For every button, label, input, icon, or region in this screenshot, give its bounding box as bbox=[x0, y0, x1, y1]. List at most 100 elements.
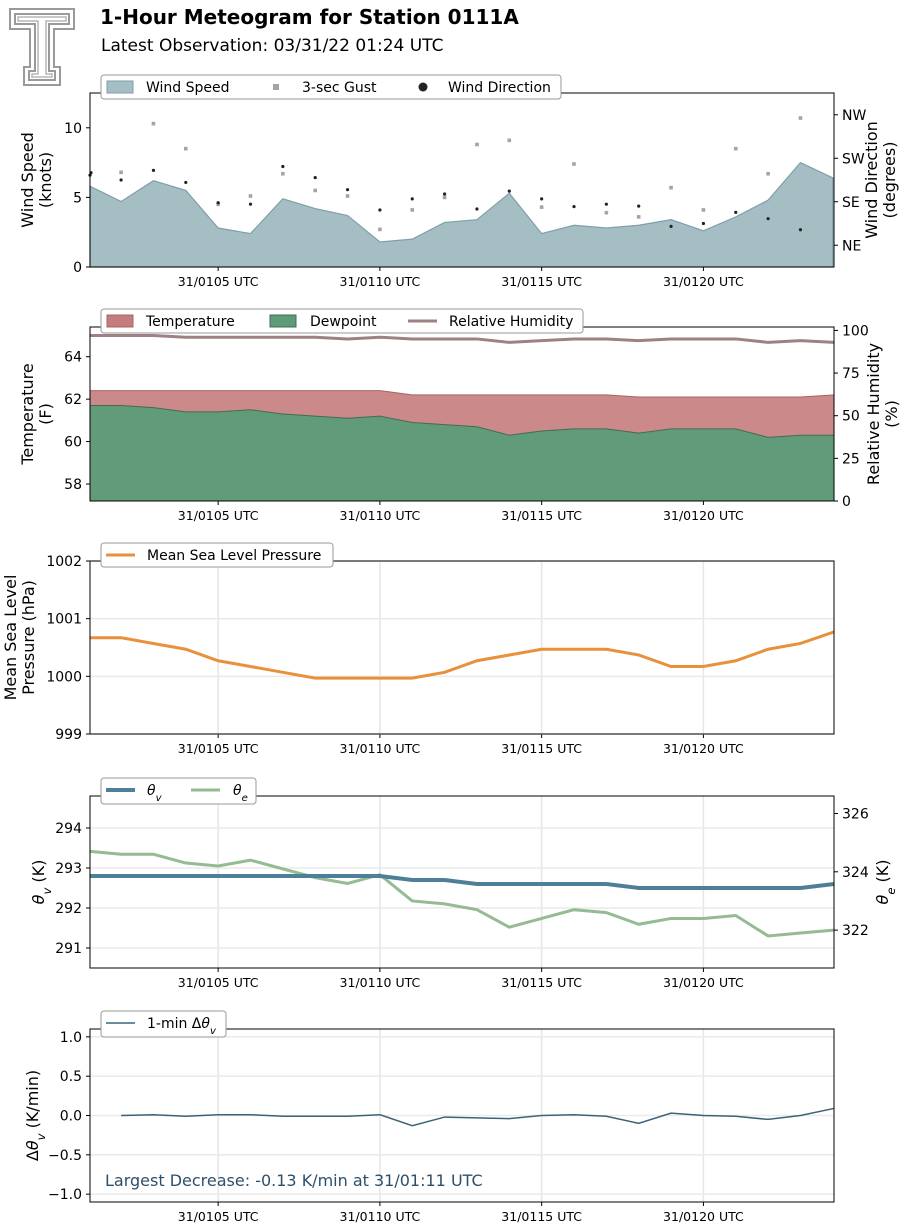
relative-humidity-line bbox=[90, 334, 835, 344]
temperature-axis-label: Temperature(F) bbox=[18, 363, 55, 465]
legend-mslp-label: Mean Sea Level Pressure bbox=[147, 548, 321, 564]
page-title: 1-Hour Meteogram for Station 0111A bbox=[100, 5, 519, 29]
y2-tick-label: 324 bbox=[842, 865, 869, 881]
plot-area bbox=[90, 561, 834, 734]
y-tick-label: −1.0 bbox=[48, 1187, 82, 1203]
direction-marker bbox=[507, 189, 511, 193]
theta-v-line bbox=[90, 874, 835, 890]
gust-marker bbox=[798, 116, 803, 120]
theta-e-line bbox=[89, 849, 835, 938]
x-tick-label: 31/0105 UTC bbox=[178, 1209, 259, 1224]
x-tick-label: 31/0110 UTC bbox=[340, 975, 421, 990]
x-tick-label: 31/0115 UTC bbox=[501, 1209, 582, 1224]
legend-wind-speed-swatch bbox=[106, 80, 134, 94]
direction-marker bbox=[345, 188, 350, 192]
y-tick-label: 58 bbox=[64, 477, 82, 493]
texas-tech-logo bbox=[9, 8, 75, 86]
x-tick-label: 31/0105 UTC bbox=[178, 741, 259, 756]
x-tick-label: 31/0105 UTC bbox=[178, 274, 259, 289]
x-tick-label: 31/0110 UTC bbox=[340, 741, 421, 756]
direction-marker bbox=[184, 180, 188, 185]
page-subtitle: Latest Observation: 03/31/22 01:24 UTC bbox=[101, 36, 444, 56]
y2-tick-label: SE bbox=[842, 195, 860, 211]
y2-tick-label: SW bbox=[842, 151, 865, 167]
gust-marker bbox=[216, 202, 220, 207]
y-tick-label: 294 bbox=[55, 821, 82, 837]
gust-marker bbox=[151, 121, 156, 126]
y2-tick-label: NE bbox=[842, 238, 861, 254]
y-tick-label: 60 bbox=[64, 435, 82, 451]
dewpoint-area bbox=[89, 405, 835, 502]
header: 1-Hour Meteogram for Station 0111A Lates… bbox=[0, 0, 913, 90]
y-tick-label: 0.5 bbox=[60, 1069, 82, 1085]
panel-3: 31/0105 UTC 31/0110 UTC 31/0115 UTC 31/0120… bbox=[1, 542, 835, 756]
gust-marker bbox=[119, 170, 123, 175]
x-tick-label: 31/0120 UTC bbox=[663, 274, 744, 289]
relative-humidity-axis-label: Relative Humidity(%) bbox=[864, 343, 901, 485]
direction-marker bbox=[766, 217, 770, 221]
legend-rh-label: Relative Humidity bbox=[449, 314, 573, 330]
legend-box bbox=[100, 542, 334, 568]
y-tick-label: 999 bbox=[55, 727, 82, 743]
y2-tick-label: 50 bbox=[842, 409, 860, 425]
y-tick-label: 62 bbox=[64, 392, 82, 408]
panel-4: 31/0105 UTC 31/0110 UTC 31/0115 UTC 31/0120… bbox=[29, 777, 898, 990]
x-tick-label: 31/0120 UTC bbox=[663, 741, 744, 756]
x-tick-label: 31/0110 UTC bbox=[340, 1209, 421, 1224]
x-tick-label: 31/0110 UTC bbox=[340, 274, 421, 289]
direction-marker bbox=[378, 208, 382, 212]
gust-marker bbox=[313, 188, 317, 193]
x-tick-label: 31/0105 UTC bbox=[178, 975, 259, 990]
gust-marker bbox=[507, 138, 512, 143]
direction-marker bbox=[119, 178, 123, 182]
wind-speed-axis-label: Wind Speed(knots) bbox=[18, 132, 55, 227]
gust-marker bbox=[766, 171, 770, 176]
direction-marker bbox=[701, 221, 706, 226]
legend-box bbox=[100, 1010, 227, 1038]
gust-marker bbox=[604, 210, 609, 215]
gust-marker bbox=[184, 146, 188, 151]
gust-marker bbox=[475, 142, 479, 147]
y-tick-label: 10 bbox=[64, 121, 82, 137]
gust-marker bbox=[733, 146, 738, 151]
wind-speed-area bbox=[89, 161, 834, 268]
legend-box bbox=[100, 74, 562, 100]
gust-marker bbox=[572, 162, 576, 166]
theta-e-axis-label: θe (K) bbox=[873, 860, 898, 905]
legend-theta-v-label: θv bbox=[147, 783, 163, 804]
y-tick-label: 1002 bbox=[46, 554, 82, 570]
x-tick-label: 31/0110 UTC bbox=[340, 508, 421, 523]
x-tick-label: 31/0115 UTC bbox=[501, 975, 582, 990]
legend-gust-swatch bbox=[273, 84, 279, 90]
y-tick-label: 1.0 bbox=[60, 1030, 82, 1046]
panel-1: 31/0105 UTC 31/0110 UTC 31/0115 UTC 31/0120… bbox=[18, 74, 899, 289]
legend-temperature-label: Temperature bbox=[145, 314, 235, 330]
direction-marker bbox=[734, 210, 738, 214]
legend-dewpoint-swatch bbox=[269, 314, 297, 328]
direction-marker bbox=[410, 197, 414, 201]
y-tick-label: 64 bbox=[64, 350, 82, 366]
panel-5: 31/0105 UTC 31/0110 UTC 31/0115 UTC 31/0120… bbox=[23, 1010, 835, 1224]
x-tick-label: 31/0115 UTC bbox=[501, 274, 582, 289]
direction-marker bbox=[151, 168, 156, 172]
direction-marker bbox=[572, 204, 576, 209]
y-tick-label: 1000 bbox=[46, 669, 82, 685]
y2-tick-label: 322 bbox=[842, 923, 869, 939]
legend-wind-speed-label: Wind Speed bbox=[146, 80, 230, 96]
x-tick-label: 31/0105 UTC bbox=[178, 508, 259, 523]
legend-direction-swatch bbox=[418, 82, 428, 92]
x-tick-label: 31/0120 UTC bbox=[663, 508, 744, 523]
y2-tick-label: 75 bbox=[842, 366, 860, 382]
gust-marker bbox=[410, 208, 415, 212]
y2-tick-label: 100 bbox=[842, 323, 869, 339]
x-tick-label: 31/0115 UTC bbox=[501, 741, 582, 756]
y-tick-label: −0.5 bbox=[48, 1148, 82, 1164]
delta-theta-axis-label: Δθv (K/min) bbox=[23, 1070, 48, 1161]
plot-border bbox=[89, 795, 835, 969]
y-tick-label: 0 bbox=[73, 260, 82, 276]
direction-marker bbox=[443, 192, 447, 196]
direction-marker bbox=[637, 204, 641, 208]
legend-box bbox=[100, 308, 584, 334]
x-tick-label: 31/0120 UTC bbox=[663, 975, 744, 990]
